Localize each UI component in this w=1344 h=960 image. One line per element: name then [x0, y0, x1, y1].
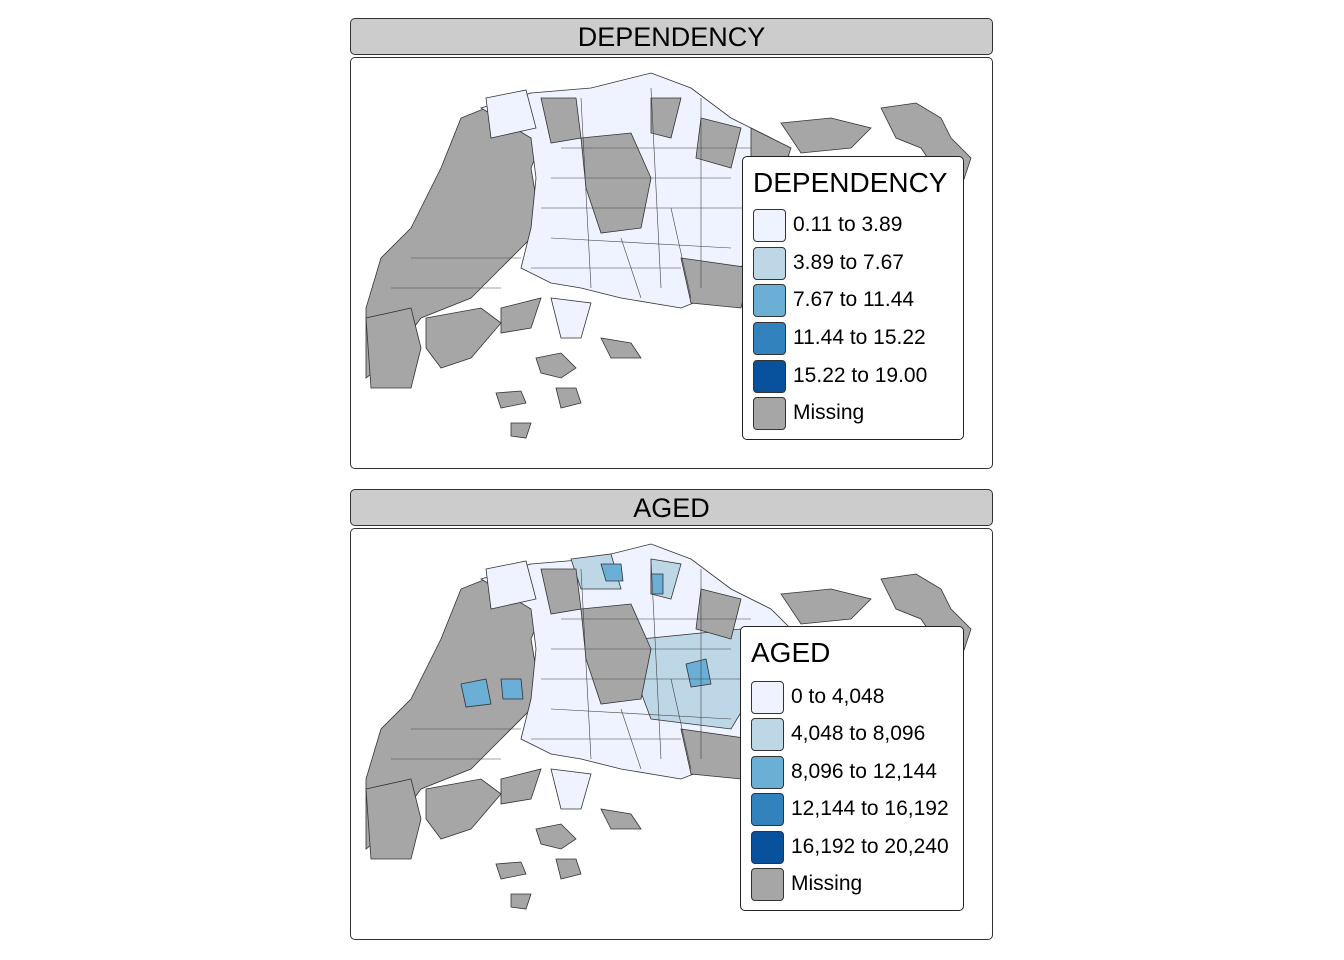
legend-label: 3.89 to 7.67	[793, 251, 904, 274]
legend-label: 4,048 to 8,096	[791, 722, 926, 745]
panel-title: AGED	[633, 493, 710, 523]
legend-swatch	[751, 868, 784, 901]
legend-title: DEPENDENCY	[753, 167, 948, 198]
legend-label: 0 to 4,048	[791, 685, 885, 708]
legend-swatch	[753, 284, 786, 317]
legend-label: 0.11 to 3.89	[793, 213, 903, 236]
legend-label: 11.44 to 15.22	[793, 326, 926, 349]
map-panel-aged: AGED 0 to 4,048 4,048 to 8,096 8,096 to …	[350, 528, 993, 940]
legend-swatch	[751, 718, 784, 751]
legend-swatch	[753, 397, 786, 430]
panel-strip-aged: AGED	[350, 489, 993, 526]
legend-swatch	[751, 793, 784, 826]
legend-label: Missing	[793, 401, 865, 424]
legend-swatch	[751, 756, 784, 789]
legend-label: 8,096 to 12,144	[791, 760, 937, 783]
legend-label: Missing	[791, 872, 863, 895]
singapore-map-dependency	[365, 72, 972, 439]
legend-title: AGED	[751, 637, 831, 668]
legend-label: 7.67 to 11.44	[793, 288, 915, 311]
legend-label: 12,144 to 16,192	[791, 797, 949, 820]
panel-title: DEPENDENCY	[577, 22, 766, 52]
legend-swatch	[753, 247, 786, 280]
legend-swatch	[753, 322, 786, 355]
legend-swatch	[751, 681, 784, 714]
legend-swatch	[753, 360, 786, 393]
legend-swatch	[751, 831, 784, 864]
legend-label: 16,192 to 20,240	[791, 835, 949, 858]
legend-aged: AGED 0 to 4,048 4,048 to 8,096 8,096 to …	[740, 626, 964, 911]
legend-dependency: DEPENDENCY 0.11 to 3.89 3.89 to 7.67 7.6…	[742, 156, 964, 440]
map-panel-dependency: DEPENDENCY 0.11 to 3.89 3.89 to 7.67 7.6…	[350, 57, 993, 469]
panel-strip-dependency: DEPENDENCY	[350, 18, 993, 55]
legend-label: 15.22 to 19.00	[793, 364, 928, 387]
legend-swatch	[753, 209, 786, 242]
